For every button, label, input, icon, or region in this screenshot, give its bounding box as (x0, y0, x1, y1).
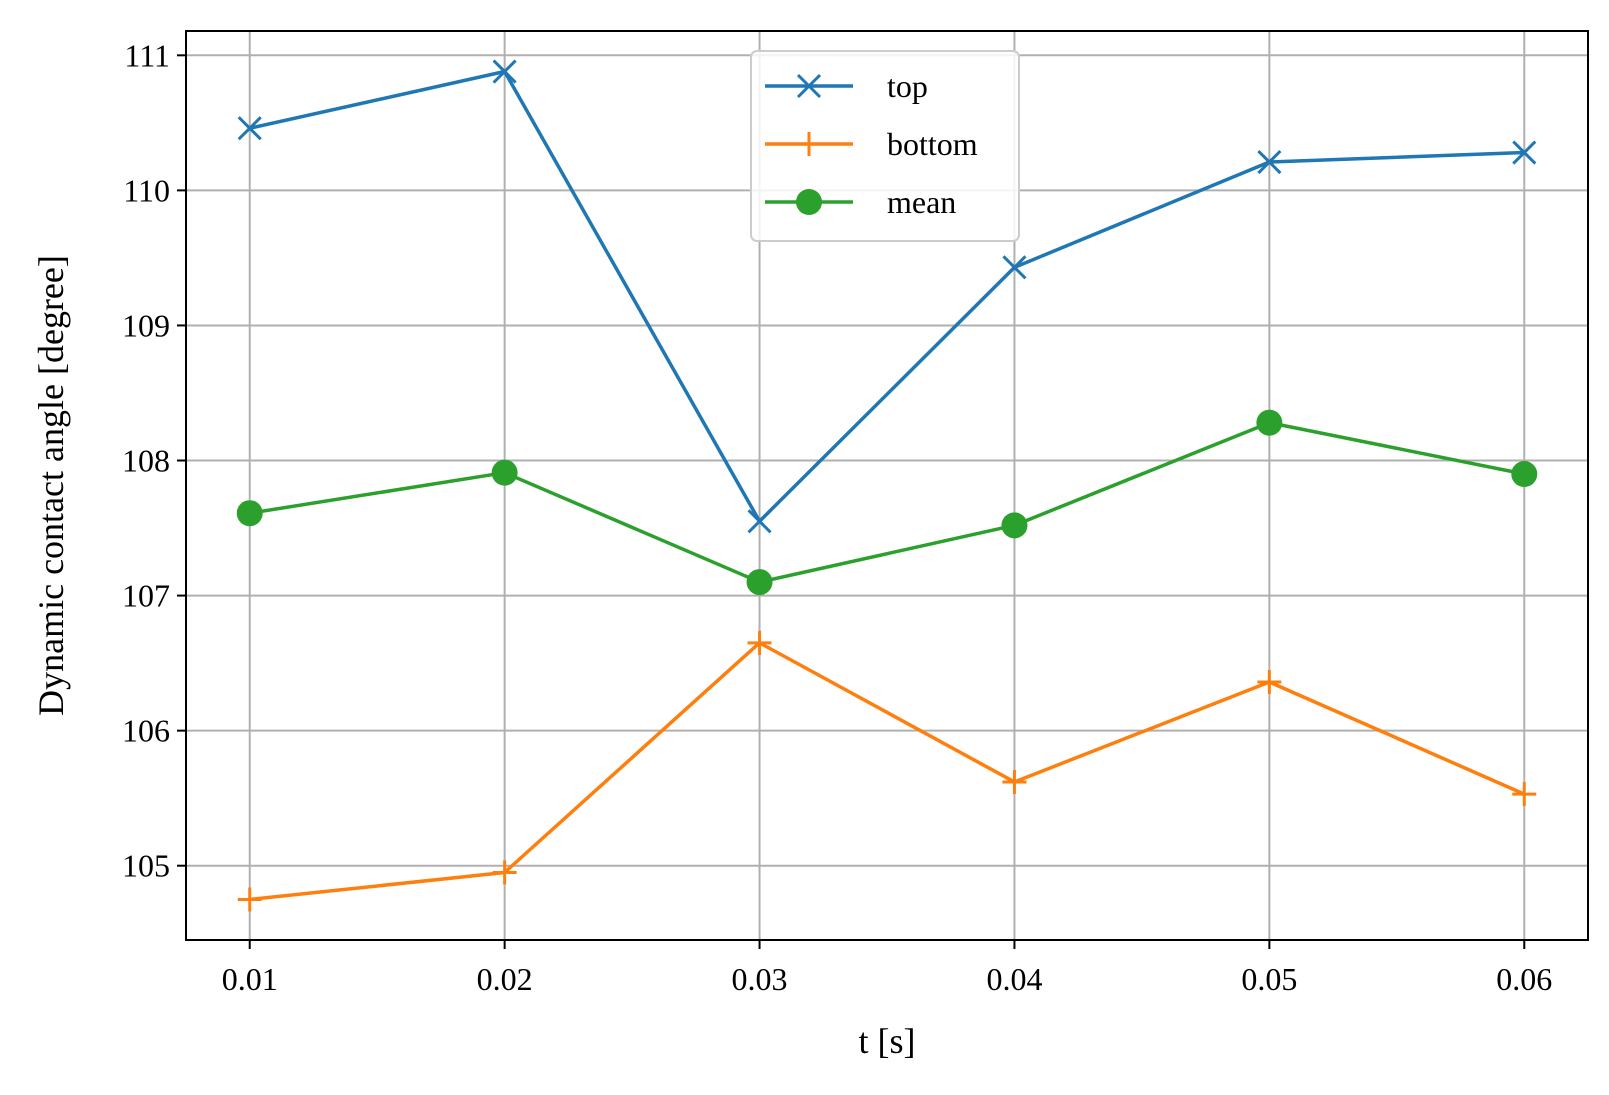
legend-marker-top (796, 73, 822, 99)
y-tick-label: 111 (124, 37, 170, 73)
x-tick-label: 0.04 (986, 961, 1042, 997)
plot-frame (185, 30, 1589, 941)
data-point-mean (746, 569, 773, 596)
data-point-bottom (237, 887, 262, 912)
data-point-bottom (1257, 670, 1282, 695)
x-tick-label: 0.05 (1241, 961, 1297, 997)
data-point-bottom (492, 860, 517, 885)
ticks: 0.01 0.02 0.03 0.04 0.05 0.06 105 106 107 108 109 1… (122, 37, 1552, 997)
data-point-bottom (747, 630, 772, 655)
data-point-top (1002, 255, 1027, 280)
data-point-top (492, 59, 517, 84)
data-point-bottom (1512, 782, 1537, 807)
data-point-bottom (1002, 769, 1027, 794)
data-point-mean (1511, 461, 1538, 488)
legend-box (750, 50, 1020, 242)
y-tick-label: 110 (123, 172, 170, 208)
y-tick-label: 107 (122, 578, 170, 614)
legend: top bottom mean (750, 50, 1020, 242)
data-point-top (1257, 149, 1282, 175)
data-point-top (1512, 140, 1537, 165)
data-point-mean (1001, 512, 1028, 539)
x-tick-label: 0.06 (1496, 961, 1552, 997)
data-point-mean (491, 459, 518, 486)
data-point-top (237, 116, 262, 141)
legend-label-bottom: bottom (887, 126, 978, 162)
x-axis-label: t [s] (859, 1021, 916, 1061)
legend-marker-mean (796, 189, 822, 215)
y-tick-label: 108 (122, 443, 170, 479)
x-tick-label: 0.01 (222, 961, 278, 997)
y-axis-label: Dynamic contact angle [degree] (31, 255, 71, 716)
series-line-top (249, 69, 1525, 524)
legend-label-top: top (887, 68, 928, 104)
data-point-mean (1256, 409, 1283, 436)
x-tick-label: 0.03 (732, 961, 788, 997)
data-point-mean (236, 500, 263, 527)
series-line-bottom (249, 641, 1525, 902)
legend-marker-bottom (797, 132, 821, 156)
legend-label-mean: mean (887, 184, 956, 220)
x-tick-label: 0.02 (477, 961, 533, 997)
series-layer (236, 59, 1538, 912)
series-line-mean (249, 420, 1525, 584)
y-tick-label: 109 (122, 307, 170, 343)
data-point-top (747, 509, 772, 534)
y-tick-label: 105 (122, 848, 170, 884)
y-tick-label: 106 (122, 713, 170, 749)
